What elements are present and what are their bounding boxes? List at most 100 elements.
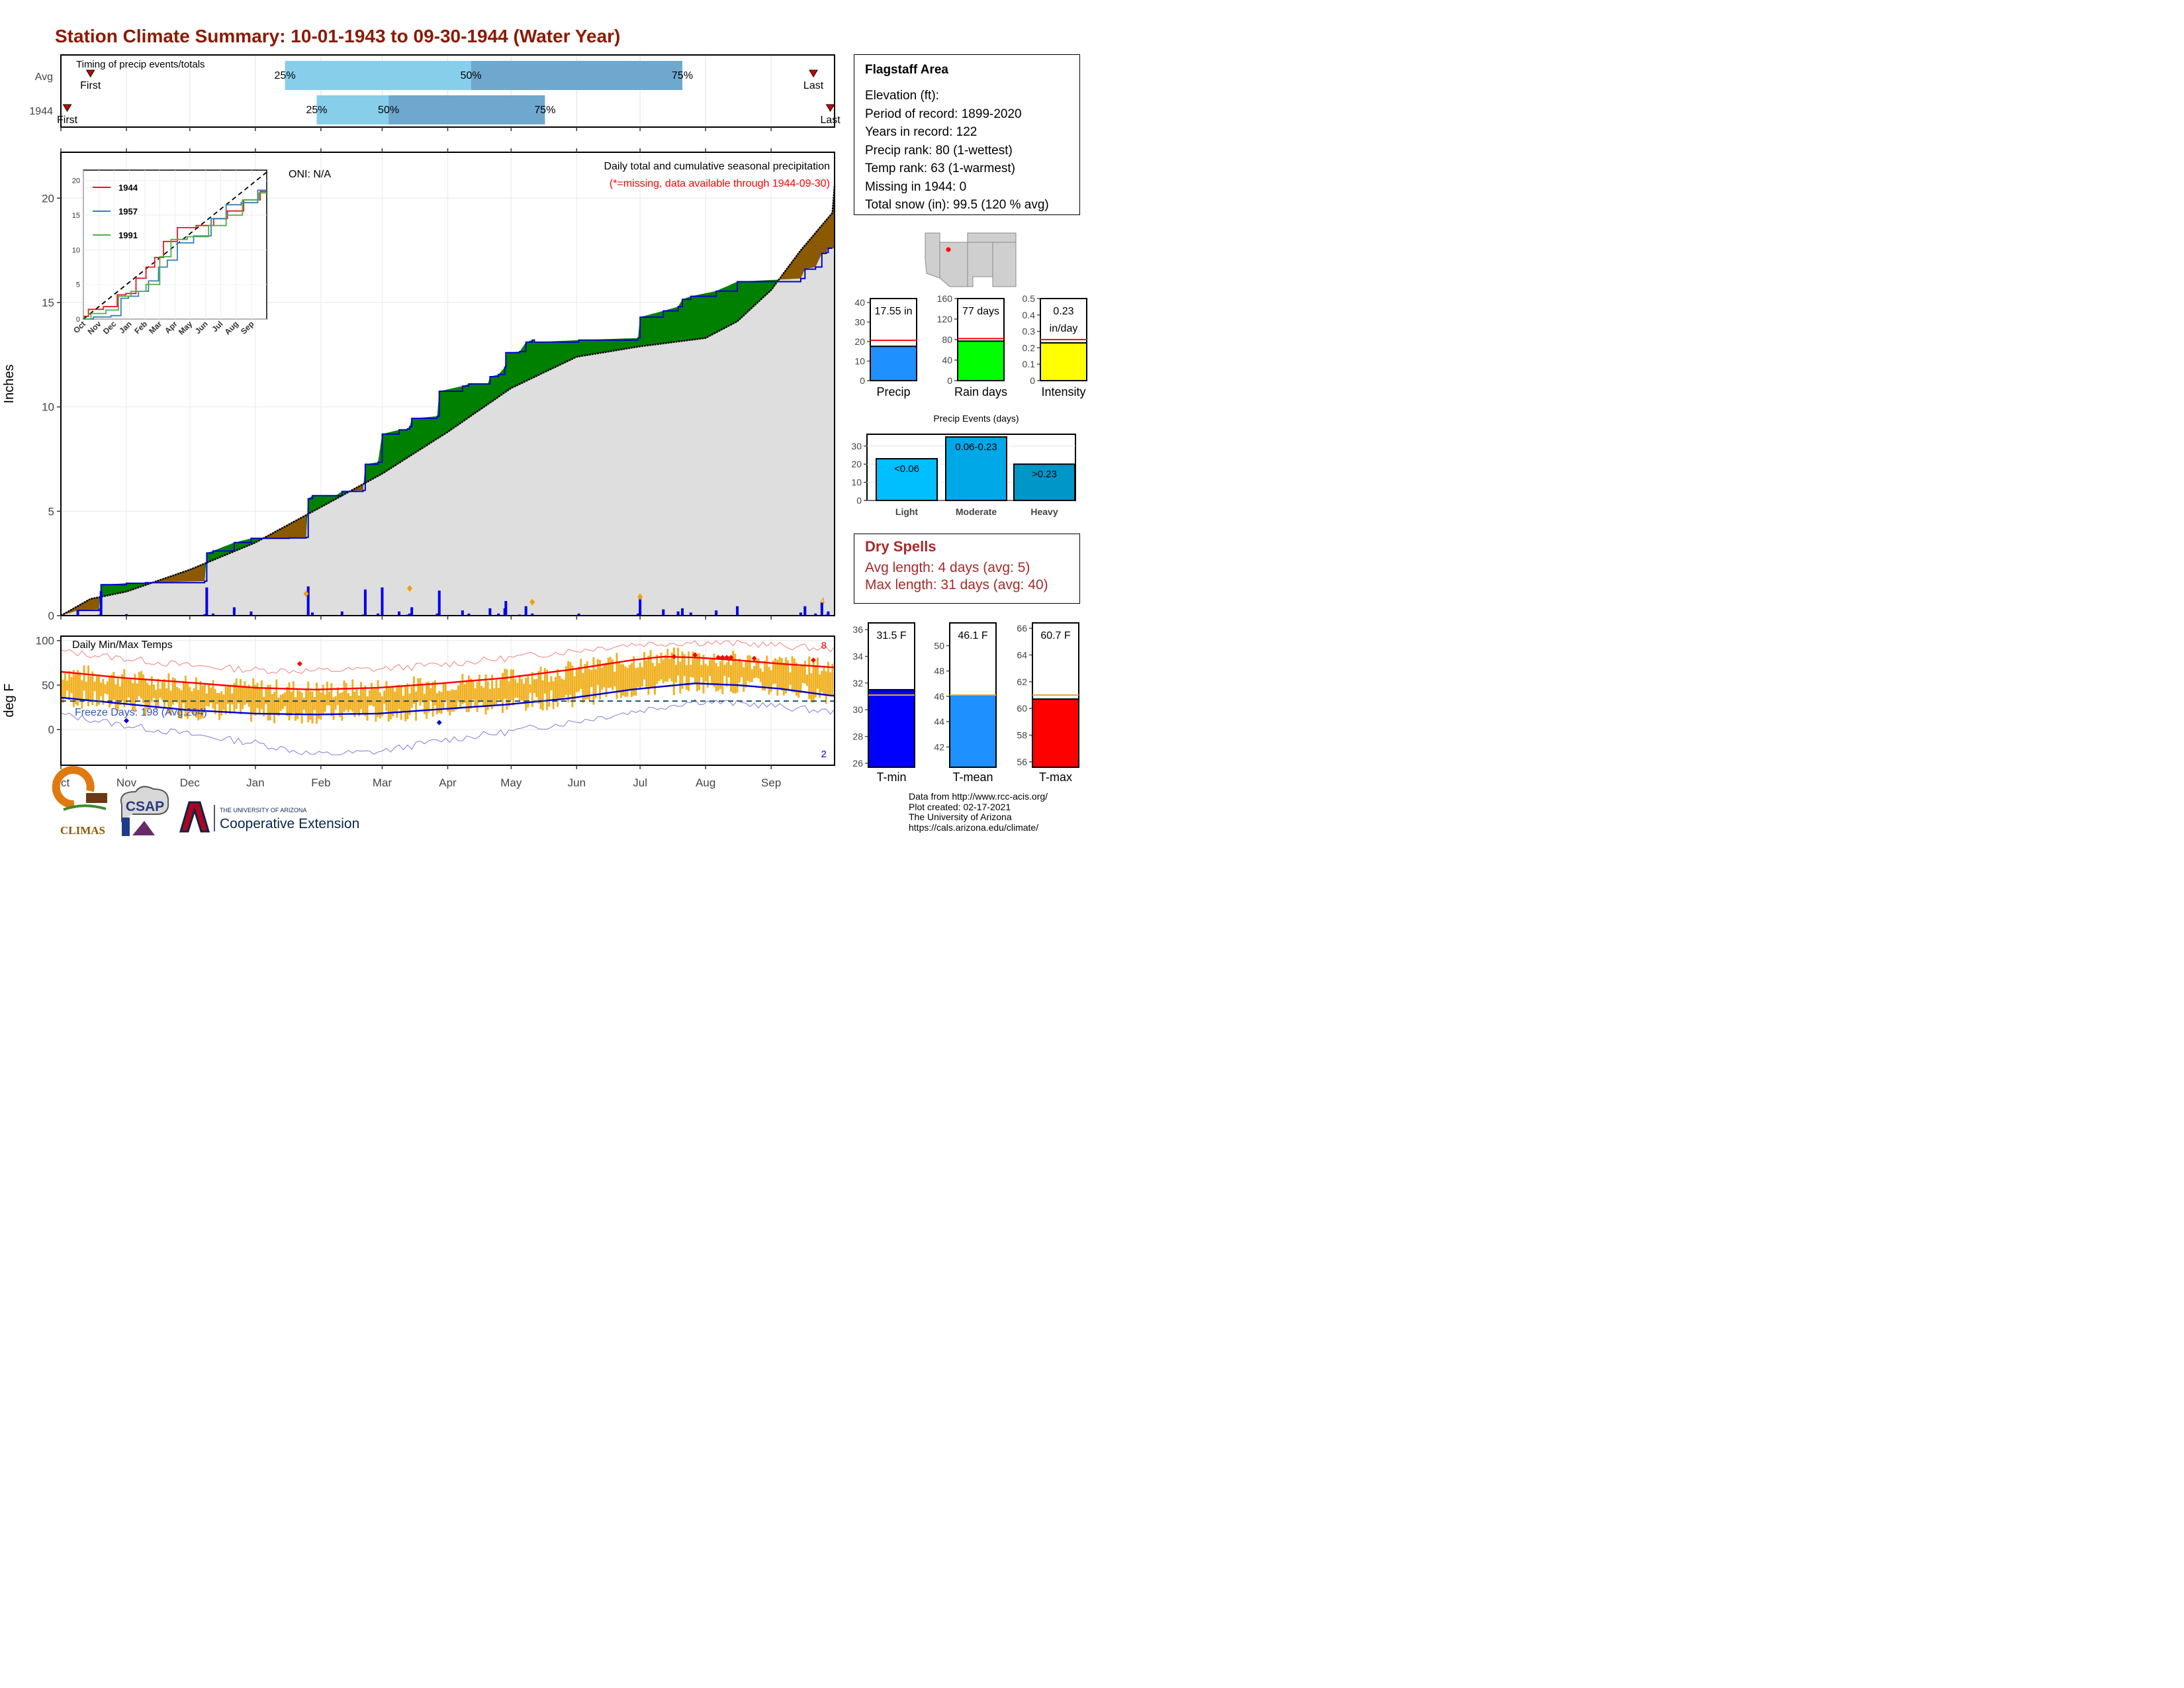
events-bar-Moderate (945, 436, 1007, 502)
bar-panel-ytick-label: 44 (934, 716, 944, 727)
events-ytick-label: 30 (851, 441, 862, 451)
timing-pct-label: 50% (461, 70, 482, 81)
info-line: Period of record: 1899-2020 (865, 107, 1022, 121)
inset-xtick-label: Jan (117, 319, 134, 336)
station-info-box: Flagstaff Area Elevation (ft): Period of… (854, 54, 1080, 215)
inset-series-1991 (83, 192, 267, 320)
record-high-marker (728, 655, 734, 661)
inset-xtick-label: Mar (147, 319, 163, 336)
daily-precip-bar (636, 613, 639, 616)
inset-xtick-label: Jul (210, 319, 224, 334)
timing-panel-label: Timing of precip events/totals (76, 59, 205, 70)
heavy-event-marker (529, 598, 535, 606)
bar-panel-ytick-label: 0 (1030, 375, 1035, 386)
temp-ytick-label: 100 (36, 635, 54, 647)
record-high-marker (692, 652, 698, 658)
daily-precip-bar (363, 589, 367, 616)
bar-panel-ytick-label: 30 (854, 316, 865, 327)
inset-ytick-label: 5 (76, 281, 80, 289)
bar-panel-ytick-label: 62 (1017, 677, 1027, 687)
heavy-event-marker (637, 593, 643, 600)
daily-precip-bar (736, 606, 739, 616)
bar-panel-value-label: 0.23 (1053, 306, 1073, 317)
inset-ytick-label: 10 (72, 246, 80, 254)
year-cumulative-line (61, 248, 833, 616)
daily-precip-bar (577, 613, 580, 616)
daily-precip-bar (467, 613, 471, 616)
bar-panel-ytick-label: 0.5 (1023, 293, 1036, 304)
month-tick-label: Jan (246, 776, 264, 789)
bar-panel-ytick-label: 34 (852, 651, 863, 661)
events-category-label: Light (895, 506, 919, 517)
month-tick-label: Aug (696, 776, 715, 789)
daily-precip-bar (381, 587, 384, 616)
bar-panel-ytick-label: 40 (942, 355, 952, 365)
bar-panel-value-label: 17.55 in (875, 306, 913, 317)
events-title: Precip Events (days) (933, 413, 1019, 424)
summary-bar-panels: 0 10 20 30 40 17.55 in Precip 0 40 80 120 160 77 day… (854, 293, 1087, 399)
footer-line: The University of Arizona (909, 812, 1012, 822)
events-ytick-label: 20 (851, 459, 862, 469)
month-tick-label: Dec (180, 776, 201, 789)
inset-legend-label: 1991 (118, 230, 138, 240)
daily-precip-bar (820, 602, 823, 616)
bar-panel-ytick-label: 160 (937, 293, 953, 304)
precip-ytick-label: 0 (48, 610, 54, 622)
daily-precip-bar (203, 614, 206, 616)
timing-marker (825, 104, 835, 112)
record-low-count: 2 (821, 749, 827, 760)
climate-summary-figure: Station Climate Summary: 10-01-1943 to 0… (2, 26, 1087, 837)
info-line: Total snow (in): 99.5 (120 % avg) (865, 198, 1049, 212)
daily-precip-bar (639, 594, 642, 616)
timing-bar-avg-q2 (285, 61, 471, 90)
precip-ytick-label: 20 (42, 192, 54, 205)
events-ytick-label: 10 (851, 477, 862, 488)
events-ytick-label: 0 (856, 495, 862, 506)
temp-ytick-label: 0 (48, 724, 54, 736)
daily-precip-bar (676, 611, 680, 616)
footer-line: Plot created: 02-17-2021 (909, 801, 1011, 812)
timing-bar-year-q2 (316, 95, 389, 124)
daily-precip-bar (311, 612, 314, 616)
bar-panel-bar-Precip (870, 346, 917, 382)
daily-precip-bar (250, 611, 253, 616)
timing-panel: Timing of precip events/totals Avg 1944 … (29, 54, 841, 128)
bar-panel-ytick-label: 28 (852, 731, 863, 742)
events-category-label: Moderate (956, 506, 997, 517)
daily-precip-bar (76, 610, 79, 616)
daily-precip-bar (398, 611, 401, 616)
temp-ytick-label: 50 (42, 679, 54, 692)
month-tick-label: Feb (311, 776, 330, 789)
inset-xtick-label: May (177, 319, 195, 337)
dry-spells-box: Dry Spells Avg length: 4 days (avg: 5) M… (854, 534, 1080, 604)
events-value-label: 0.06-0.23 (955, 442, 997, 453)
daily-precip-bar (435, 613, 439, 616)
record-high-marker (719, 655, 725, 661)
bar-panel-bar-Rain days (957, 340, 1005, 382)
record-high-marker (811, 657, 817, 663)
precip-caption: Daily total and cumulative seasonal prec… (604, 161, 830, 172)
inset-xtick-label: Jun (193, 319, 210, 336)
bar-panel-ytick-label: 64 (1017, 649, 1027, 660)
daily-precip-bar (408, 613, 412, 616)
surplus-area (99, 279, 780, 610)
month-tick-label: Jun (568, 776, 586, 789)
csap-logo: CSAP (120, 786, 169, 836)
timing-marker-label: Last (820, 115, 841, 126)
daily-precip-bar (205, 587, 208, 616)
daily-precip-bar (340, 611, 343, 616)
events-bar-Heavy (1013, 463, 1075, 502)
timing-marker (62, 104, 72, 112)
inset-xtick-label: Oct (71, 319, 87, 335)
month-tick-label: Apr (439, 776, 457, 789)
events-value-label: >0.23 (1032, 469, 1057, 480)
daily-precip-bar (232, 607, 236, 616)
record-low-marker (124, 718, 130, 724)
bar-panel-ytick-label: 80 (942, 334, 952, 345)
record-high-count: 8 (821, 640, 827, 651)
inset-ytick-label: 0 (76, 316, 80, 324)
bar-panel-ytick-label: 50 (934, 640, 944, 651)
daily-precip-bar (211, 613, 214, 616)
daily-precip-bar (99, 590, 103, 616)
bar-panel-category-label: Intensity (1041, 385, 1085, 399)
